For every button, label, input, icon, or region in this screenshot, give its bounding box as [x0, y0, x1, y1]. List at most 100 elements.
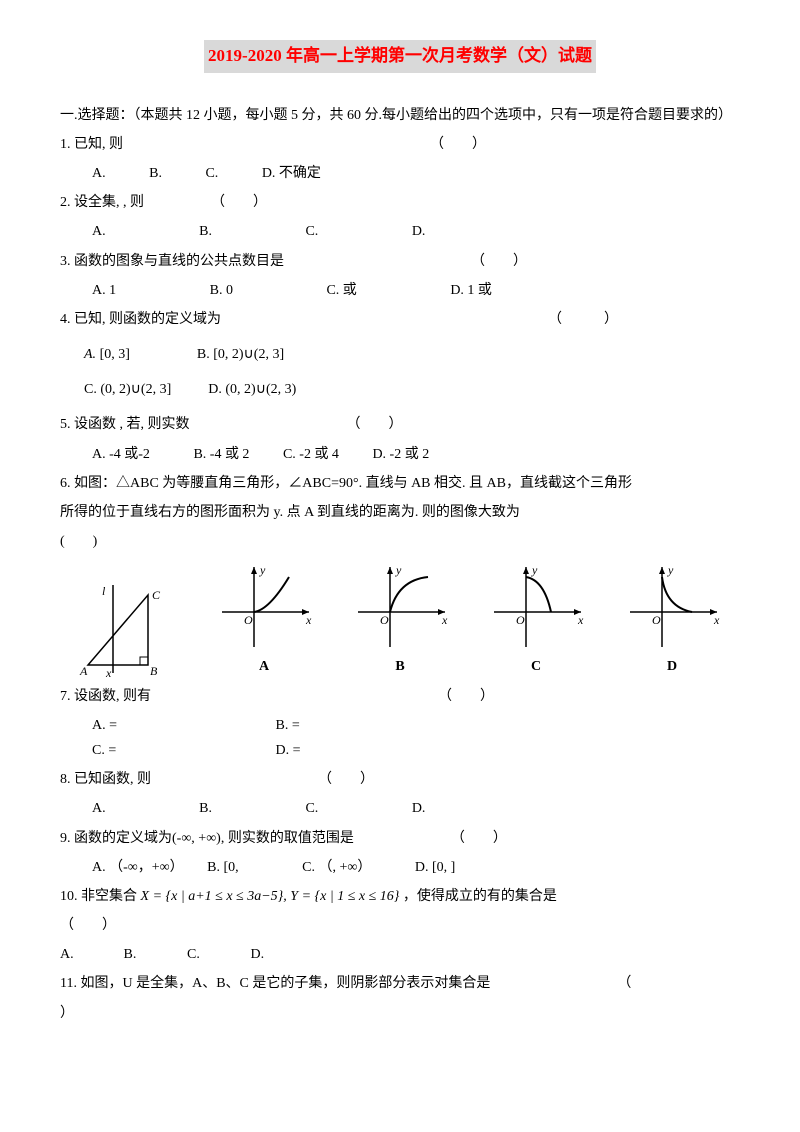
svg-text:x: x: [441, 613, 448, 627]
q10-opt-a: A.: [60, 942, 120, 967]
q8-opt-a: A.: [92, 796, 106, 821]
q10-blank-line: （ ）: [60, 913, 740, 938]
triangle-diagram: A x B C l: [78, 585, 178, 680]
q10-opt-b: B.: [124, 942, 184, 967]
q10-blank: （ ）: [60, 918, 116, 933]
q8-opt-b: B.: [199, 796, 212, 821]
q1-opt-d: D. 不确定: [262, 161, 321, 186]
q6-triangle: A x B C l: [60, 585, 196, 680]
q6-chart-d-label: D: [604, 654, 740, 679]
q5-text: 5. 设函数 , 若, 则实数: [60, 417, 190, 432]
q7-options-row1: A. = B. =: [92, 713, 740, 738]
q4-options-row2: C. (0, 2)∪(2, 3] D. (0, 2)∪(2, 3): [84, 377, 740, 402]
question-10: 10. 非空集合 X = {x | a+1 ≤ x ≤ 3a−5}, Y = {…: [60, 884, 740, 909]
q2-opt-c: C.: [305, 219, 318, 244]
q7-opt-b: B. =: [276, 713, 300, 738]
q8-opt-d: D.: [412, 796, 426, 821]
q4-blank: （ ）: [548, 312, 618, 327]
q10-opt-c: C.: [187, 942, 247, 967]
page-title: 2019-2020 年高一上学期第一次月考数学（文）试题: [204, 40, 596, 73]
q10-math: X = {x | a+1 ≤ x ≤ 3a−5}, Y = {x | 1 ≤ x…: [141, 889, 400, 904]
q11-text: 11. 如图，U 是全集，A、B、C 是它的子集，则阴影部分表示对集合是: [60, 976, 490, 991]
svg-text:O: O: [516, 613, 525, 627]
q1-blank: （ ）: [430, 137, 486, 152]
q3-opt-b: B. 0: [210, 278, 233, 303]
q5-opt-a: A. -4 或-2: [92, 442, 150, 467]
question-6-line1: 6. 如图：△ABC 为等腰直角三角形，∠ABC=90°. 直线与 AB 相交.…: [60, 471, 740, 496]
q9-opt-b: B. [0,: [207, 855, 239, 880]
section-header: 一.选择题：（本题共 12 小题，每小题 5 分，共 60 分.每小题给出的四个…: [60, 103, 740, 128]
q9-opt-a: A. （-∞，+∞）: [92, 855, 184, 880]
q1-opt-b: B.: [149, 161, 162, 186]
q9-opt-c: C. （, +∞）: [302, 855, 371, 880]
q7-opt-d: D. =: [276, 738, 301, 763]
svg-text:O: O: [244, 613, 253, 627]
q3-opt-c: C. 或: [326, 278, 356, 303]
q7-options-row2: C. = D. =: [92, 738, 740, 763]
q6-figures: A x B C l O x y A O x y: [60, 562, 740, 679]
question-2: 2. 设全集, , 则 （ ）: [60, 190, 740, 215]
q3-blank: （ ）: [471, 254, 527, 269]
q7-blank: （ ）: [438, 689, 494, 704]
q5-options: A. -4 或-2 B. -4 或 2 C. -2 或 4 D. -2 或 2: [92, 442, 740, 467]
question-8: 8. 已知函数, 则 （ ）: [60, 767, 740, 792]
q1-options: A. B. C. D. 不确定: [92, 161, 740, 186]
q4-options-row1: A. [0, 3] B. [0, 2)∪(2, 3]: [84, 342, 740, 367]
q10-pre: 10. 非空集合: [60, 889, 141, 904]
q8-options: A. B. C. D.: [92, 796, 740, 821]
question-5: 5. 设函数 , 若, 则实数 （ ）: [60, 412, 740, 437]
question-1: 1. 已知, 则 （ ）: [60, 132, 740, 157]
q8-text: 8. 已知函数, 则: [60, 772, 151, 787]
q4-opt-c-math: (0, 2)∪(2, 3]: [100, 382, 171, 397]
q6-chart-b-label: B: [332, 654, 468, 679]
svg-text:B: B: [150, 664, 158, 678]
svg-text:x: x: [105, 666, 112, 680]
svg-text:l: l: [102, 585, 106, 598]
q8-opt-c: C.: [305, 796, 318, 821]
svg-text:O: O: [652, 613, 661, 627]
q3-opt-d: D. 1 或: [450, 278, 492, 303]
question-3: 3. 函数的图象与直线的公共点数目是 （ ）: [60, 249, 740, 274]
q3-options: A. 1 B. 0 C. 或 D. 1 或: [92, 278, 740, 303]
q6-chart-c: O x y C: [468, 562, 604, 679]
svg-text:y: y: [531, 563, 538, 577]
q9-opt-d: D. [0, ]: [415, 855, 455, 880]
svg-text:A: A: [79, 664, 88, 678]
q11-blank-close-line: ）: [60, 1001, 740, 1026]
q2-opt-d: D.: [412, 219, 426, 244]
q4-opt-a-pre: A.: [84, 347, 100, 362]
q4-opt-c-pre: C.: [84, 382, 100, 397]
q6-chart-a-label: A: [196, 654, 332, 679]
q7-opt-c: C. =: [92, 738, 232, 763]
q6-chart-c-label: C: [468, 654, 604, 679]
q4-opt-d-pre: D.: [208, 382, 225, 397]
q4-opt-d-math: (0, 2)∪(2, 3): [225, 382, 296, 397]
svg-text:y: y: [395, 563, 402, 577]
svg-text:C: C: [152, 588, 161, 602]
q7-text: 7. 设函数, 则有: [60, 689, 151, 704]
svg-text:O: O: [380, 613, 389, 627]
q2-opt-b: B.: [199, 219, 212, 244]
q9-options: A. （-∞，+∞） B. [0, C. （, +∞） D. [0, ]: [92, 855, 740, 880]
q9-blank: （ ）: [451, 831, 507, 846]
svg-text:x: x: [305, 613, 312, 627]
q3-opt-a: A. 1: [92, 278, 116, 303]
q9-text: 9. 函数的定义域为(-∞, +∞), 则实数的取值范围是: [60, 831, 354, 846]
q4-text: 4. 已知, 则函数的定义域为: [60, 312, 221, 327]
question-6-blank: ( ): [60, 529, 740, 554]
q2-options: A. B. C. D.: [92, 219, 740, 244]
q3-text: 3. 函数的图象与直线的公共点数目是: [60, 254, 284, 269]
q10-opt-d: D.: [251, 947, 265, 962]
q4-opt-b-pre: B.: [197, 347, 213, 362]
q11-blank-open: （: [617, 976, 631, 991]
q10-options: A. B. C. D.: [60, 942, 740, 967]
q6-chart-d: O x y D: [604, 562, 740, 679]
q5-opt-d: D. -2 或 2: [372, 442, 429, 467]
q1-text: 1. 已知, 则: [60, 137, 123, 152]
q8-blank: （ ）: [318, 772, 374, 787]
q2-opt-a: A.: [92, 219, 106, 244]
q11-blank-close: ）: [60, 1006, 74, 1021]
q5-opt-b: B. -4 或 2: [193, 442, 249, 467]
q2-blank: （ ）: [211, 195, 267, 210]
svg-text:y: y: [667, 563, 674, 577]
